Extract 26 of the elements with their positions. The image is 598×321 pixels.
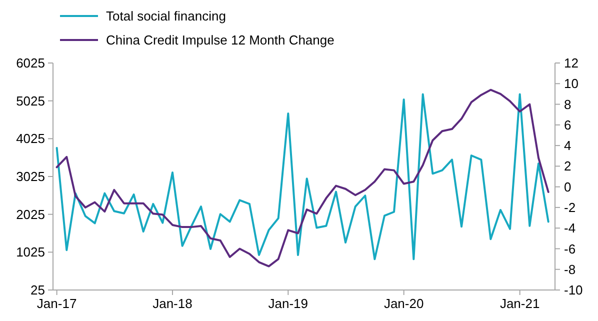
- legend-label: Total social financing: [106, 8, 226, 24]
- x-tick-label: Jan-21: [500, 296, 540, 311]
- y2-tick-label: 10: [564, 76, 578, 92]
- y2-tick-label: -6: [564, 241, 576, 256]
- y-tick-label: 5025: [16, 93, 45, 108]
- y-tick-label: 1025: [16, 244, 45, 260]
- y-tick-label: 3025: [16, 169, 45, 184]
- y2-tick-label: 12: [564, 56, 578, 71]
- x-tick-label: Jan-19: [268, 296, 308, 311]
- x-tick-label: Jan-17: [36, 296, 77, 311]
- y2-tick-label: 6: [564, 117, 572, 132]
- y2-tick-label: -8: [564, 262, 576, 277]
- y2-tick-label: 2: [564, 158, 572, 174]
- legend-label: China Credit Impulse 12 Month Change: [106, 32, 334, 48]
- y-tick-label: 2025: [16, 206, 45, 222]
- y-tick-label: 6025: [16, 56, 45, 71]
- x-tick-label: Jan-20: [384, 296, 424, 311]
- y2-tick-label: -4: [564, 220, 576, 236]
- y-tick-label: 25: [30, 282, 45, 298]
- y2-tick-label: -2: [564, 200, 576, 216]
- x-tick-label: Jan-18: [152, 296, 192, 311]
- y-tick-label: 4025: [16, 131, 45, 146]
- y2-tick-label: 8: [564, 96, 572, 112]
- y2-tick-label: -10: [564, 282, 583, 298]
- y2-tick-label: 4: [564, 138, 572, 154]
- y2-tick-label: 0: [564, 179, 572, 194]
